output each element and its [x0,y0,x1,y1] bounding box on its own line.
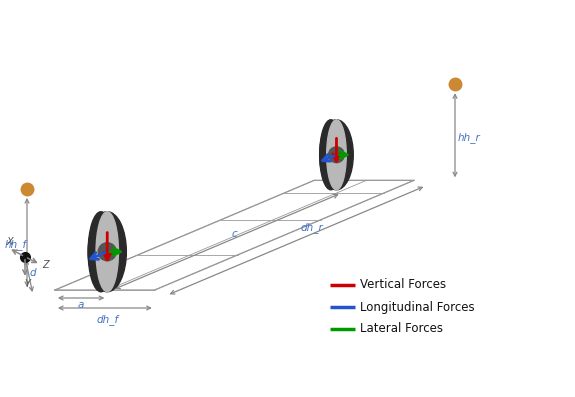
Text: hh_r: hh_r [458,132,481,143]
Text: Z: Z [43,260,49,270]
Text: h: h [117,263,124,273]
Ellipse shape [88,212,126,292]
Ellipse shape [320,120,353,190]
Text: Lateral Forces: Lateral Forces [360,322,443,335]
Ellipse shape [328,147,344,163]
Ellipse shape [98,243,116,261]
Text: c: c [232,229,237,239]
Text: Longitudinal Forces: Longitudinal Forces [360,301,474,314]
Ellipse shape [96,212,118,292]
Text: dh_r: dh_r [301,223,323,233]
Text: Y: Y [24,279,30,289]
Text: dh_f: dh_f [97,314,119,325]
Ellipse shape [320,120,342,190]
Text: a: a [77,300,83,310]
Ellipse shape [327,120,346,190]
Text: d: d [30,268,37,278]
Text: hh_f: hh_f [5,239,27,251]
Text: Vertical Forces: Vertical Forces [360,279,446,291]
Ellipse shape [88,212,114,292]
Text: X: X [6,237,13,247]
